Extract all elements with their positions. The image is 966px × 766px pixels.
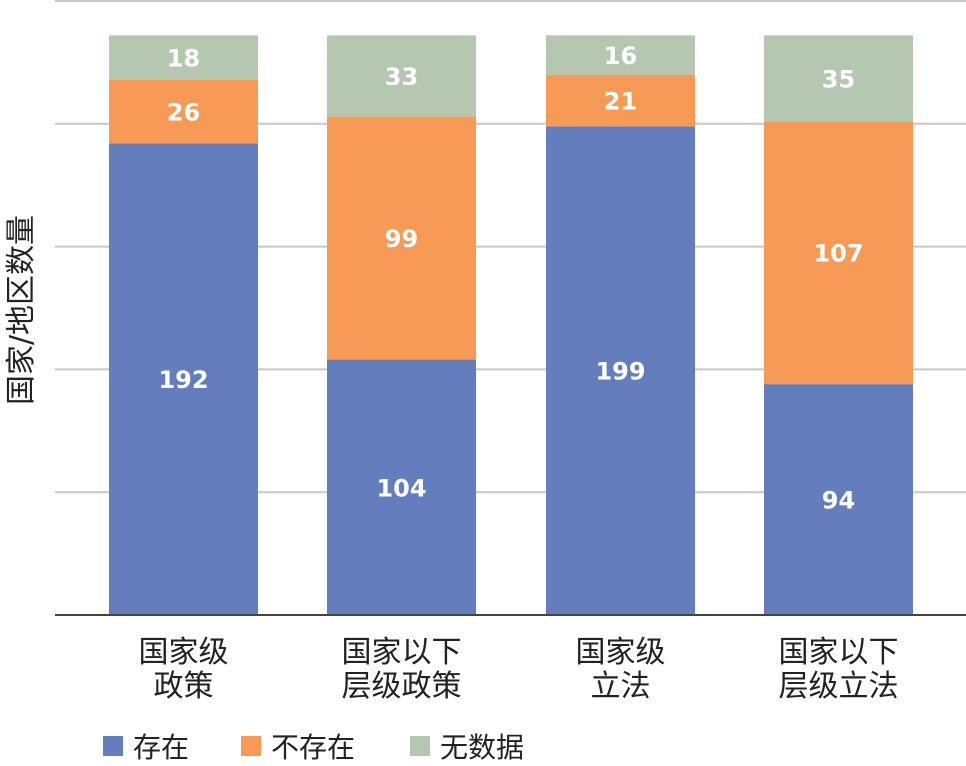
bar-segment <box>764 121 913 385</box>
data-label: 99 <box>385 225 418 253</box>
bar-segment <box>327 359 476 615</box>
bar-segment <box>109 143 258 615</box>
x-tick-label: 国家级 立法 <box>521 636 721 704</box>
data-label: 104 <box>376 474 426 502</box>
x-tick-label: 国家以下 层级政策 <box>302 636 502 704</box>
bar-segment <box>764 35 913 122</box>
x-tick-label-line: 层级政策 <box>341 669 462 704</box>
x-tick-label-line: 立法 <box>590 669 651 704</box>
data-label: 199 <box>595 358 645 386</box>
data-label: 107 <box>813 240 863 268</box>
legend-swatch <box>241 736 261 756</box>
legend-item: 不存在 <box>241 726 355 766</box>
bar-segment <box>546 74 695 127</box>
data-label: 94 <box>822 487 855 515</box>
x-tick-label-line: 国家级 <box>138 635 229 670</box>
data-label: 33 <box>385 63 418 91</box>
x-tick-label: 国家以下 层级立法 <box>739 636 939 704</box>
bar-segment <box>327 35 476 117</box>
bar-segment <box>546 126 695 616</box>
data-label: 18 <box>167 44 200 72</box>
x-tick-label-line: 政策 <box>153 669 214 704</box>
data-label: 35 <box>822 65 855 93</box>
x-tick-label-line: 国家级 <box>575 635 666 670</box>
data-label: 21 <box>604 87 637 115</box>
data-label: 16 <box>604 42 637 70</box>
x-tick-label-line: 国家以下 <box>778 635 899 670</box>
bar-segment <box>327 116 476 360</box>
legend-label: 不存在 <box>271 731 356 764</box>
bar-segment <box>546 35 695 75</box>
bar-segment <box>764 384 913 615</box>
bar-segment <box>109 35 258 80</box>
bar-segment <box>109 79 258 144</box>
x-tick-label-line: 层级立法 <box>778 669 899 704</box>
x-tick-label-line: 国家以下 <box>341 635 462 670</box>
legend-item: 存在 <box>103 726 189 766</box>
data-label: 26 <box>167 99 200 127</box>
legend-label: 存在 <box>133 731 190 764</box>
y-axis-label: 国家/地区数量 <box>4 214 39 406</box>
data-label: 192 <box>158 366 208 394</box>
legend-swatch <box>410 736 430 756</box>
legend: 存在 不存在 无数据 <box>0 726 966 766</box>
x-tick-label: 国家级 政策 <box>84 636 284 704</box>
legend-swatch <box>103 736 123 756</box>
legend-label: 无数据 <box>440 731 525 764</box>
legend-item: 无数据 <box>410 726 524 766</box>
